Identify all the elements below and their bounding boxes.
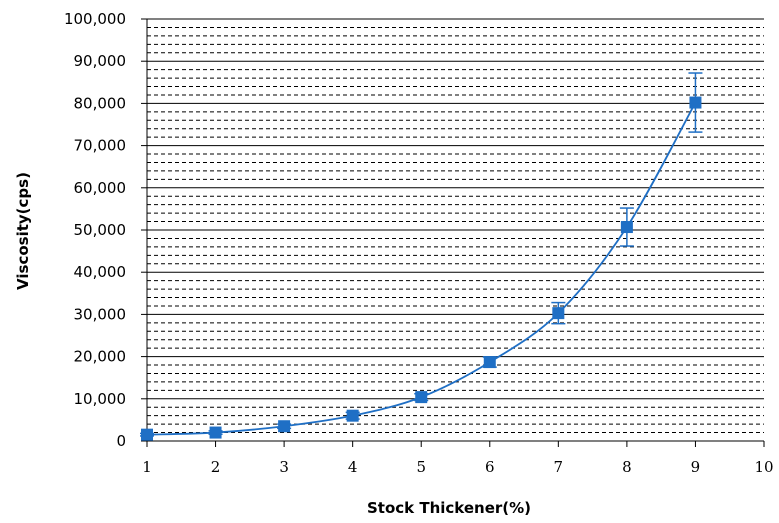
x-tick-label: 6 [485,458,495,476]
x-tick-label: 7 [554,458,564,476]
x-tick-label: 4 [348,458,358,476]
y-tick-label: 80,000 [74,94,127,112]
data-point [346,409,359,422]
y-tick-label: 50,000 [74,221,127,239]
x-tick-label: 2 [211,458,221,476]
y-tick-label: 70,000 [74,137,127,155]
x-tick-label: 8 [622,458,632,476]
x-axis-title: Stock Thickener(%) [367,499,531,517]
data-point [415,391,428,404]
x-tick-label: 1 [142,458,152,476]
data-series [140,72,703,441]
grid [147,18,764,434]
data-point [278,420,291,433]
y-tick-label: 90,000 [74,52,127,70]
data-point [483,356,496,369]
data-point [552,307,565,320]
tick-labels: 0 10,000 20,000 30,000 40,000 50,000 60,000 70,… [64,10,774,476]
y-tick-label: 30,000 [74,305,127,323]
data-point [620,221,633,234]
y-tick-label: 20,000 [74,348,127,366]
x-tick-label: 9 [691,458,701,476]
x-tick-label: 5 [416,458,426,476]
series-line [146,102,697,436]
data-point [209,426,222,439]
y-tick-label: 0 [116,432,126,450]
y-tick-label: 10,000 [74,390,127,408]
y-tick-label: 100,000 [64,10,126,28]
y-axis-title: Viscosity(cps) [14,172,32,290]
data-point [689,96,702,109]
x-tick-label: 10 [754,458,773,476]
y-tick-label: 40,000 [74,263,127,281]
axes [141,18,765,447]
y-tick-label: 60,000 [74,179,127,197]
data-point [141,428,153,441]
x-tick-label: 3 [279,458,289,476]
